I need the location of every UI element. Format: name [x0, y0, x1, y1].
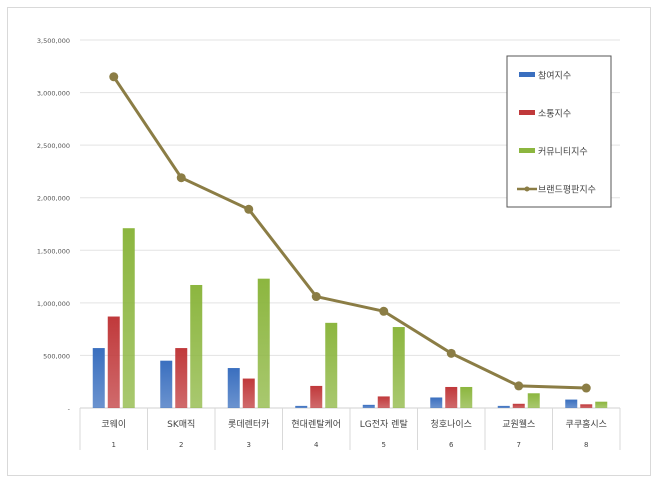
bar-참여지수-현대렌탈케어	[295, 405, 308, 408]
bar-커뮤니티지수-코웨이	[122, 228, 135, 408]
chart-frame	[7, 7, 651, 476]
bar-소통지수-SK매직	[175, 348, 188, 408]
bar-참여지수-LG전자 렌탈	[362, 404, 375, 408]
legend-label: 브랜드평판지수	[538, 185, 596, 196]
bar-커뮤니티지수-청호나이스	[460, 386, 473, 408]
bar-커뮤니티지수-SK매직	[190, 284, 203, 408]
point-코웨이	[109, 72, 119, 82]
bar-커뮤니티지수-LG전자 렌탈	[392, 327, 405, 408]
point-현대렌탈케어	[311, 292, 321, 302]
bar-참여지수-교원웰스	[497, 405, 510, 408]
category-label: 쿠쿠홈시스	[566, 418, 607, 430]
legend-label: 소통지수	[538, 109, 571, 120]
bar-참여지수-청호나이스	[430, 397, 443, 408]
bar-참여지수-쿠쿠홈시스	[565, 399, 578, 408]
point-청호나이스	[446, 348, 456, 358]
point-LG전자 렌탈	[379, 306, 389, 316]
legend-swatch	[519, 72, 535, 77]
legend-marker	[524, 186, 530, 192]
rank-label: 8	[584, 441, 588, 449]
bar-참여지수-코웨이	[92, 348, 105, 408]
category-label: LG전자 렌탈	[360, 419, 408, 430]
legend-box	[506, 55, 612, 208]
bar-커뮤니티지수-현대렌탈케어	[325, 322, 338, 408]
bar-참여지수-롯데렌터카	[227, 368, 240, 408]
y-tick-label: 2,500,000	[37, 142, 70, 150]
y-tick-label: 1,500,000	[37, 247, 70, 255]
y-tick-label: 3,500,000	[37, 37, 70, 45]
category-label: 코웨이	[101, 418, 126, 430]
legend-swatch	[519, 148, 535, 153]
bar-커뮤니티지수-롯데렌터카	[257, 278, 270, 408]
legend-label: 커뮤니티지수	[538, 147, 588, 158]
bar-소통지수-교원웰스	[512, 403, 525, 408]
rank-label: 2	[179, 441, 183, 449]
rank-label: 4	[314, 441, 319, 449]
point-롯데렌터카	[244, 204, 254, 214]
bar-소통지수-현대렌탈케어	[310, 385, 323, 408]
bar-소통지수-롯데렌터카	[242, 378, 255, 408]
bar-소통지수-LG전자 렌탈	[377, 396, 390, 408]
y-tick-label: 2,000,000	[37, 195, 70, 203]
point-교원웰스	[514, 381, 524, 391]
category-label: 교원웰스	[502, 419, 535, 430]
rank-label: 3	[247, 441, 251, 449]
bar-커뮤니티지수-쿠쿠홈시스	[595, 401, 608, 408]
bar-참여지수-SK매직	[160, 360, 173, 408]
y-tick-label: 500,000	[43, 352, 70, 360]
category-label: 롯데렌터카	[228, 419, 269, 430]
legend-swatch	[519, 110, 535, 115]
rank-label: 6	[449, 441, 454, 449]
line-브랜드평판지수	[112, 75, 587, 390]
y-tick-label: -	[68, 405, 71, 413]
point-쿠쿠홈시스	[581, 383, 591, 393]
legend-label: 참여지수	[538, 70, 571, 82]
category-label: 현대렌탈케어	[291, 419, 341, 430]
bar-소통지수-쿠쿠홈시스	[580, 404, 593, 408]
point-SK매직	[176, 173, 186, 183]
rank-label: 7	[517, 441, 521, 449]
bar-커뮤니티지수-교원웰스	[527, 393, 540, 408]
rank-label: 5	[382, 441, 386, 449]
category-label: SK매직	[167, 419, 195, 430]
bar-소통지수-코웨이	[107, 316, 120, 408]
bar-소통지수-청호나이스	[445, 386, 458, 408]
rank-label: 1	[112, 441, 116, 449]
y-tick-label: 3,000,000	[37, 90, 70, 98]
y-tick-label: 1,000,000	[37, 300, 70, 308]
category-label: 청호나이스	[431, 419, 472, 430]
